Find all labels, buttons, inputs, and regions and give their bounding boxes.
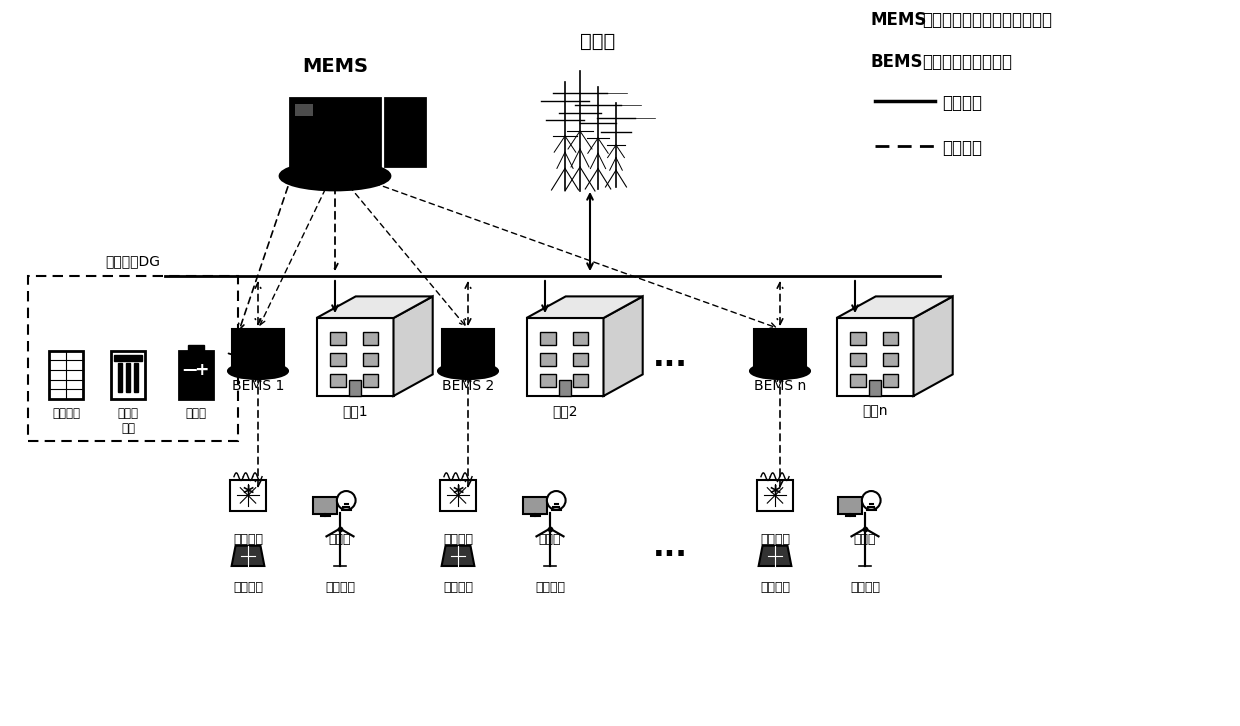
Bar	[290, 98, 379, 166]
Polygon shape	[837, 318, 914, 396]
Bar	[754, 329, 806, 367]
Text: 屋顶光伏: 屋顶光伏	[233, 581, 263, 594]
Bar	[384, 98, 425, 166]
Bar	[573, 332, 588, 345]
Bar	[295, 104, 312, 116]
Text: 小型风机: 小型风机	[325, 581, 355, 594]
Ellipse shape	[750, 363, 810, 379]
Text: BEMS 1: BEMS 1	[232, 379, 284, 393]
Text: *: *	[453, 486, 464, 505]
Text: ···: ···	[652, 542, 687, 571]
Text: 制冷设备: 制冷设备	[233, 533, 263, 546]
Text: ：信息流: ：信息流	[942, 139, 982, 157]
Bar	[573, 374, 588, 387]
Text: ···: ···	[652, 351, 687, 380]
Bar	[330, 353, 346, 366]
Ellipse shape	[438, 363, 498, 379]
Bar	[573, 353, 588, 366]
Text: 柴油发
电机: 柴油发 电机	[118, 407, 139, 435]
Bar	[180, 351, 213, 399]
Bar	[541, 332, 556, 345]
Bar	[118, 363, 122, 392]
Text: 楼宇n: 楼宇n	[862, 404, 888, 418]
Bar	[851, 332, 866, 345]
Text: —: —	[182, 362, 197, 378]
Polygon shape	[527, 296, 642, 318]
Bar	[231, 480, 265, 511]
Bar	[758, 480, 792, 511]
Bar	[441, 329, 494, 367]
Bar	[350, 380, 361, 396]
Bar	[134, 363, 139, 392]
Text: ：楼宇供能系统能量管理中心: ：楼宇供能系统能量管理中心	[923, 11, 1052, 29]
Text: 屋顶光伏: 屋顶光伏	[443, 581, 472, 594]
Text: 制冷设备: 制冷设备	[443, 533, 472, 546]
Bar	[883, 353, 898, 366]
Bar	[112, 351, 145, 399]
Circle shape	[862, 491, 880, 510]
Text: BEMS 2: BEMS 2	[441, 379, 494, 393]
Text: BEMS: BEMS	[870, 53, 923, 71]
Polygon shape	[837, 296, 952, 318]
Bar	[114, 356, 143, 362]
Text: 屋顶光伏: 屋顶光伏	[760, 581, 790, 594]
Bar	[126, 363, 130, 392]
Bar	[362, 332, 378, 345]
Text: 电负荷: 电负荷	[854, 533, 877, 546]
Text: 小型风机: 小型风机	[849, 581, 880, 594]
Bar	[232, 329, 284, 367]
Text: 微网可控DG: 微网可控DG	[105, 254, 160, 268]
Bar	[851, 353, 866, 366]
Bar	[883, 374, 898, 387]
Text: 楼兴1: 楼兴1	[342, 404, 368, 418]
Bar	[314, 497, 337, 515]
Bar	[188, 346, 203, 351]
Polygon shape	[232, 546, 264, 566]
Polygon shape	[914, 296, 952, 396]
Bar	[362, 353, 378, 366]
Text: MEMS: MEMS	[303, 57, 368, 76]
Bar	[559, 380, 570, 396]
Bar	[541, 353, 556, 366]
Bar	[330, 332, 346, 345]
Bar	[851, 374, 866, 387]
Text: BEMS n: BEMS n	[754, 379, 806, 393]
Polygon shape	[316, 296, 433, 318]
Polygon shape	[393, 296, 433, 396]
Polygon shape	[759, 546, 791, 566]
Bar	[362, 374, 378, 387]
Text: ：楼宇能量管理中心: ：楼宇能量管理中心	[923, 53, 1012, 71]
Text: 燃料电池: 燃料电池	[52, 407, 81, 420]
Polygon shape	[604, 296, 642, 396]
Bar	[330, 374, 346, 387]
Bar	[29, 276, 238, 441]
Bar	[838, 497, 862, 515]
Circle shape	[337, 491, 356, 510]
Text: 制冷设备: 制冷设备	[760, 533, 790, 546]
Text: *: *	[242, 486, 254, 505]
Text: 小型风机: 小型风机	[534, 581, 565, 594]
Bar	[541, 374, 556, 387]
Polygon shape	[441, 546, 475, 566]
Ellipse shape	[280, 162, 391, 190]
Ellipse shape	[228, 363, 288, 379]
Bar	[883, 332, 898, 345]
Text: 蓄电池: 蓄电池	[186, 407, 207, 420]
Bar	[869, 380, 880, 396]
Text: ：能量流: ：能量流	[942, 94, 982, 112]
Text: +: +	[193, 361, 208, 379]
Polygon shape	[527, 318, 604, 396]
Text: *: *	[769, 486, 781, 505]
Text: 配电网: 配电网	[580, 32, 615, 51]
Circle shape	[547, 491, 565, 510]
Text: 电负荷: 电负荷	[538, 533, 562, 546]
Text: MEMS: MEMS	[870, 11, 926, 29]
Bar	[440, 480, 476, 511]
Bar	[523, 497, 547, 515]
Text: 楼兴2: 楼兴2	[552, 404, 578, 418]
Bar	[50, 351, 83, 399]
Polygon shape	[316, 318, 393, 396]
Text: 电负荷: 电负荷	[329, 533, 351, 546]
